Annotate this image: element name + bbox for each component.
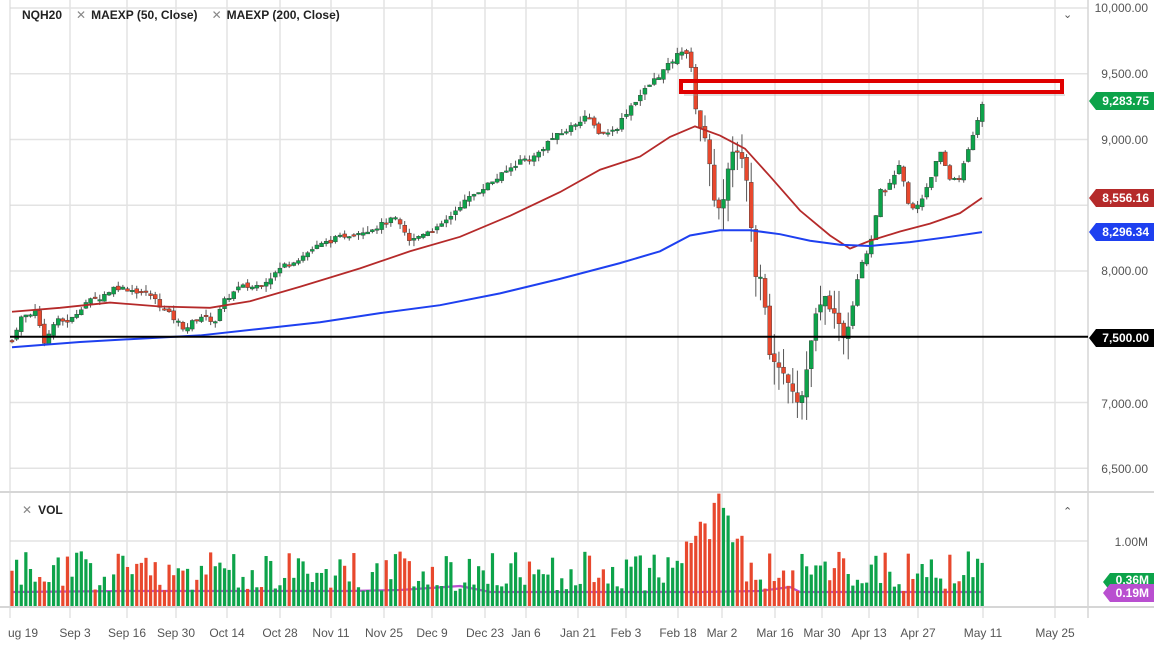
remove-ma200-icon[interactable]: ✕: [211, 8, 222, 22]
time-axis-label: Apr 27: [900, 626, 936, 640]
time-axis-label: Feb 18: [659, 626, 697, 640]
hline-value-tag: 7,500.00: [1089, 329, 1154, 347]
indicator-ma200[interactable]: ✕ MAEXP (200, Close): [211, 8, 340, 22]
time-axis-label: May 11: [963, 626, 1003, 640]
indicator-ma50[interactable]: ✕ MAEXP (50, Close): [76, 8, 198, 22]
time-axis-label: ug 19: [8, 626, 39, 640]
time-axis-label: Sep 30: [156, 626, 196, 640]
last-price-tag: 9,283.75: [1089, 92, 1154, 110]
moving-averages: [11, 125, 983, 594]
time-axis-label: Jan 6: [511, 626, 541, 640]
price-axis-label: 8,000.00: [1101, 264, 1148, 278]
time-axis-label: Jan 21: [559, 626, 597, 640]
time-axis-label: Sep 3: [59, 626, 91, 640]
time-axis-label: Mar 30: [803, 626, 841, 640]
time-axis-label: Mar 16: [756, 626, 794, 640]
time-axis-label: Sep 16: [107, 626, 147, 640]
time-axis-label: May 25: [1035, 626, 1075, 640]
volume-value-tag: 0.36M: [1102, 573, 1154, 591]
price-axis-label: 10,000.00: [1094, 1, 1148, 15]
time-axis-label: Feb 3: [610, 626, 642, 640]
collapse-volume-pane-chevron-up-icon[interactable]: ⌃: [1063, 505, 1073, 518]
remove-volume-icon[interactable]: ✕: [22, 503, 33, 517]
price-axis-label: 7,000.00: [1101, 397, 1148, 411]
time-axis-label: Dec 9: [416, 626, 448, 640]
time-axis-label: Oct 14: [209, 626, 245, 640]
annotations: [10, 79, 1088, 338]
price-axis-label: 9,500.00: [1101, 67, 1148, 81]
price-axis-label: 6,500.00: [1101, 462, 1148, 476]
volume-axis-label: 1.00M: [1114, 535, 1148, 549]
remove-ma50-icon[interactable]: ✕: [76, 8, 87, 22]
volume-bars: [10, 493, 984, 606]
time-axis-label: Oct 28: [262, 626, 298, 640]
candlesticks: [9, 47, 985, 420]
time-axis-label: Mar 2: [706, 626, 738, 640]
ma50-value-tag: 8,556.16: [1089, 189, 1154, 207]
price-axis-label: 9,000.00: [1101, 133, 1148, 147]
time-axis-label: Nov 25: [364, 626, 404, 640]
time-axis-label: Apr 13: [851, 626, 887, 640]
collapse-main-pane-chevron-down-icon[interactable]: ⌄: [1063, 8, 1073, 21]
ma200-value-tag: 8,296.34: [1089, 223, 1154, 241]
volume-legend: ✕ VOL: [22, 503, 63, 517]
time-axis-label: Nov 11: [312, 626, 350, 640]
volume-ma-value-tag: 0.19M: [1102, 584, 1154, 602]
main-legend: NQH20 ✕ MAEXP (50, Close) ✕ MAEXP (200, Cl…: [22, 8, 340, 22]
symbol-label[interactable]: NQH20: [22, 8, 63, 22]
volume-label: VOL: [38, 503, 63, 517]
time-axis-label: Dec 23: [465, 626, 505, 640]
